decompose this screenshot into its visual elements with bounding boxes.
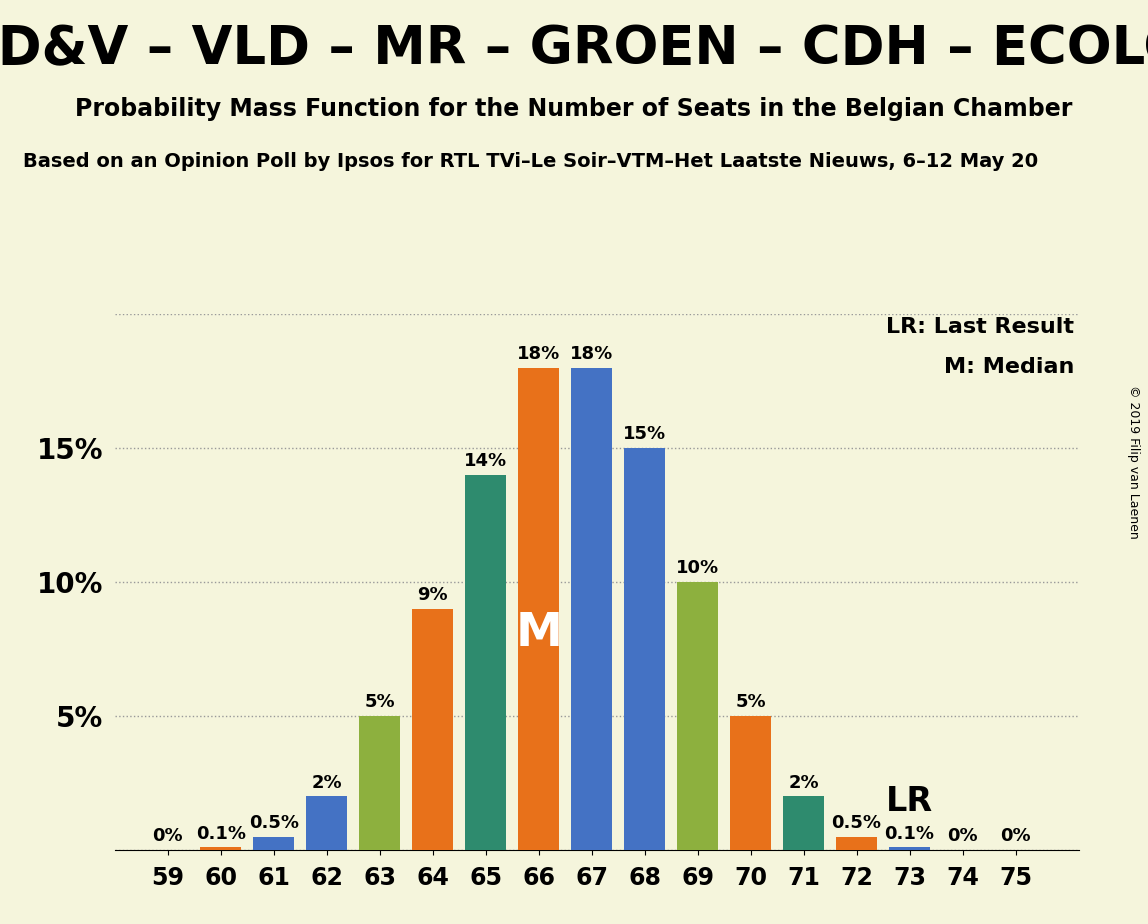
Text: 5%: 5%	[736, 693, 766, 711]
Bar	[253, 837, 294, 850]
Text: LR: LR	[886, 785, 933, 819]
Text: 0%: 0%	[1000, 827, 1031, 845]
Text: M: Median: M: Median	[944, 357, 1075, 377]
Text: Based on an Opinion Poll by Ipsos for RTL TVi–Le Soir–VTM–Het Laatste Nieuws, 6–: Based on an Opinion Poll by Ipsos for RT…	[23, 152, 1038, 172]
Bar	[889, 847, 930, 850]
Text: 18%: 18%	[571, 345, 613, 363]
Bar	[359, 716, 401, 850]
Text: 5%: 5%	[364, 693, 395, 711]
Text: 0.5%: 0.5%	[831, 814, 882, 832]
Bar	[677, 582, 719, 850]
Text: 10%: 10%	[676, 559, 719, 578]
Text: 0%: 0%	[153, 827, 183, 845]
Text: 0.1%: 0.1%	[885, 824, 934, 843]
Text: © 2019 Filip van Laenen: © 2019 Filip van Laenen	[1127, 385, 1140, 539]
Text: LR: Last Result: LR: Last Result	[886, 317, 1075, 337]
Text: 15%: 15%	[623, 425, 666, 444]
Bar	[571, 368, 612, 850]
Text: 0.1%: 0.1%	[196, 824, 246, 843]
Text: CD&V – VLD – MR – GROEN – CDH – ECOLO: CD&V – VLD – MR – GROEN – CDH – ECOLO	[0, 23, 1148, 75]
Bar	[783, 796, 824, 850]
Bar	[307, 796, 348, 850]
Bar	[625, 448, 666, 850]
Text: M: M	[515, 611, 563, 655]
Bar	[836, 837, 877, 850]
Text: 9%: 9%	[418, 586, 448, 604]
Bar	[465, 475, 506, 850]
Text: 18%: 18%	[517, 345, 560, 363]
Text: 2%: 2%	[311, 773, 342, 792]
Text: 0%: 0%	[947, 827, 978, 845]
Bar	[412, 609, 453, 850]
Text: 2%: 2%	[789, 773, 819, 792]
Bar	[200, 847, 241, 850]
Text: 0.5%: 0.5%	[249, 814, 298, 832]
Text: 14%: 14%	[464, 452, 507, 470]
Text: Probability Mass Function for the Number of Seats in the Belgian Chamber: Probability Mass Function for the Number…	[76, 97, 1072, 121]
Bar	[730, 716, 771, 850]
Bar	[518, 368, 559, 850]
